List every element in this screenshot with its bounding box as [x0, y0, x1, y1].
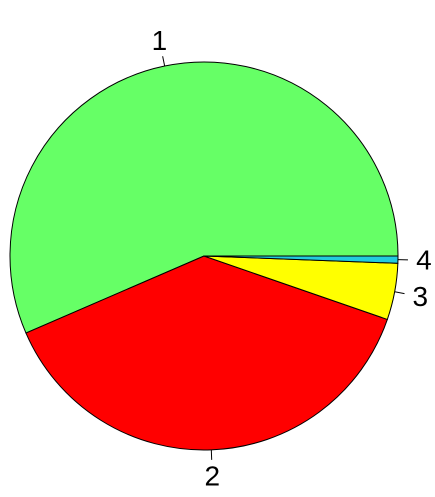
pie-slice-2 [25, 255, 388, 451]
leader-line-3 [394, 291, 405, 295]
slice-label-3: 3 [412, 281, 428, 312]
pie-slice-4 [203, 255, 399, 264]
leader-line-1 [162, 56, 166, 67]
pie-labels: 1 2 3 4 [152, 25, 432, 491]
slice-label-2: 2 [205, 460, 221, 491]
slice-label-1: 1 [152, 25, 168, 56]
slice-label-4: 4 [416, 245, 432, 276]
pie-slices [9, 61, 399, 451]
